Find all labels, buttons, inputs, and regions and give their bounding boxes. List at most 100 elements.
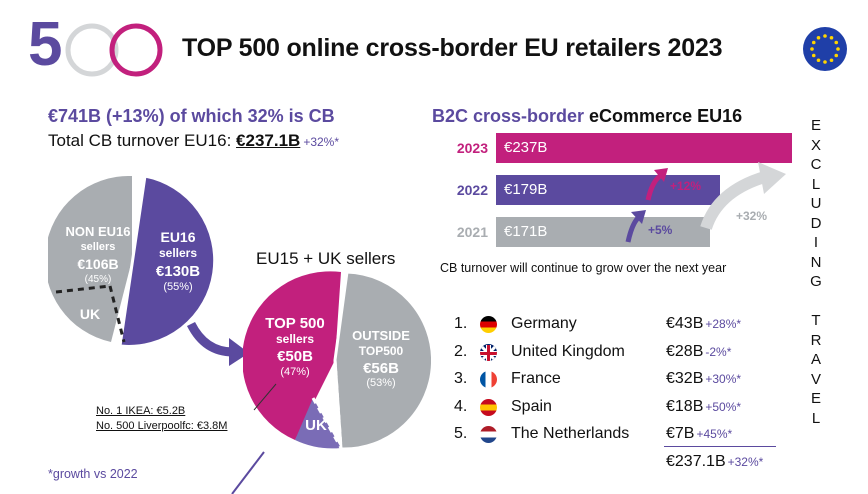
logo-digit: 5 — [28, 10, 63, 79]
market-headline: €741B (+13%) of which 32% is CB — [48, 106, 335, 126]
bar-2021: €171B — [496, 217, 710, 247]
eu-star — [834, 53, 839, 58]
pie2-outside-value: €56B — [363, 360, 399, 377]
rank-number: 2. — [454, 342, 468, 360]
rank-number: 1. — [454, 315, 468, 332]
country-name: United Kingdom — [511, 342, 625, 360]
pie2-top500-value: €50B — [277, 348, 313, 365]
arrow-plus32-icon — [700, 170, 770, 231]
vertical-letter: C — [810, 156, 822, 173]
eu-star — [811, 40, 816, 45]
vertical-letter: T — [811, 312, 821, 329]
logo-rings-icon — [65, 23, 163, 77]
pie-eu16: NON EU16 sellers €106B (45%) UK EU16 sel… — [48, 174, 217, 348]
vertical-letter: U — [810, 195, 822, 212]
growth-label-5: +5% — [648, 223, 673, 237]
country-row: 3. France €32B +30%* — [0, 365, 868, 392]
country-row: 5. The Netherlands €7B +45%* — [0, 420, 868, 447]
growth-label-32: +32% — [736, 209, 767, 223]
pie2-outside-label: OUTSIDE — [352, 328, 410, 343]
ikea-leader-line — [253, 383, 277, 411]
eu-flag-icon — [803, 27, 847, 71]
germany-flag-icon — [480, 316, 497, 333]
country-value: €18B +50%* — [666, 393, 741, 421]
eu-star — [829, 58, 834, 63]
pie2-top500-label: TOP 500 — [265, 315, 325, 332]
bottom-pointer-line — [231, 451, 265, 494]
b2c-forecast-note: CB turnover will continue to grow over t… — [440, 261, 727, 275]
growth-footnote: *growth vs 2022 — [48, 467, 138, 481]
country-turnover: €28B — [666, 342, 704, 360]
bar-year-2023: 2023 — [456, 140, 488, 156]
ikea-line-2: No. 500 Liverpoolfc: €3.8M — [96, 420, 228, 432]
country-turnover: €7B — [666, 425, 695, 442]
country-growth: +30%* — [705, 372, 742, 386]
b2c-title-part2: eCommerce EU16 — [589, 106, 743, 126]
vertical-letter: E — [810, 390, 821, 407]
eu-star — [823, 34, 827, 38]
vertical-letter: X — [810, 136, 821, 154]
vertical-letter: G — [810, 273, 822, 290]
vertical-letter: R — [810, 331, 822, 349]
cb-turnover-prefix: Total CB turnover EU16: — [48, 131, 237, 150]
eu-star — [816, 35, 821, 40]
vertical-letter — [802, 292, 830, 312]
pie-link-arrow-icon — [186, 321, 249, 366]
arrow-plus12-icon — [645, 174, 662, 201]
bar-year-2021: 2021 — [456, 224, 488, 240]
country-name: France — [511, 370, 561, 387]
b2c-bar-chart: 2023 €237B 2022 €179B 2021 €171B — [432, 132, 792, 252]
pie2-top500-sub: sellers — [276, 332, 314, 346]
total-growth: +32%* — [727, 455, 764, 469]
country-name: Germany — [511, 315, 577, 332]
rank-number: 3. — [454, 370, 468, 387]
uk-flag-icon — [480, 343, 497, 361]
pie1-eu16-value: €130B — [156, 263, 200, 280]
country-ranking-table: 1. Germany €43B +28%* 2. United Kingdom €28B -2… — [0, 310, 868, 490]
vertical-letter: A — [810, 351, 821, 368]
eu-star — [823, 60, 827, 64]
bar-2023: €237B — [496, 133, 792, 163]
country-name: Spain — [511, 397, 552, 415]
pie1-eu16-sub: sellers — [159, 246, 197, 260]
pie-eu15-uk: TOP 500 sellers €50B (47%) OUTSIDE TOP50… — [243, 270, 431, 451]
country-value: €28B -2%* — [666, 338, 731, 366]
pie1-uk-label: UK — [80, 306, 100, 322]
eu-star — [829, 35, 834, 40]
country-turnover: €43B — [666, 315, 704, 332]
vertical-letter: N — [810, 253, 822, 271]
pie-slice-non-eu16 — [48, 175, 132, 342]
eu15-uk-label: EU15 + UK sellers — [256, 249, 396, 268]
eu-stars — [810, 34, 840, 64]
eu-star — [810, 47, 814, 51]
ikea-line-1: No. 1 IKEA: €5.2B — [96, 405, 186, 417]
pie2-top500-share: (47%) — [280, 366, 309, 378]
eu-star — [811, 53, 816, 58]
france-flag-icon — [480, 371, 497, 388]
pie1-non-eu16-label: NON EU16 — [65, 224, 130, 239]
pie-slice-outside — [333, 270, 431, 451]
country-turnover: €18B — [666, 397, 704, 415]
country-row: 4. Spain €18B +50%* — [0, 393, 868, 420]
pie-slice-top500 — [243, 271, 341, 440]
vertical-letter: L — [811, 175, 821, 193]
arrow-plus5-icon — [625, 216, 640, 243]
eu-star — [834, 40, 839, 45]
bar-year-2022: 2022 — [456, 182, 488, 198]
vertical-letter: I — [813, 234, 819, 251]
pie-slice-uk — [295, 398, 341, 449]
growth-label-12: +12% — [670, 179, 701, 193]
rank-number: 4. — [454, 397, 468, 415]
rank-number: 5. — [454, 425, 468, 442]
pie1-non-eu16-sub: sellers — [81, 241, 116, 253]
spain-flag-icon — [480, 398, 497, 416]
country-growth: -2%* — [705, 344, 732, 359]
vertical-letter: L — [811, 409, 821, 427]
country-name: The Netherlands — [511, 425, 630, 442]
eu-star — [836, 47, 840, 51]
cb-turnover-value: €237.1B — [236, 131, 301, 150]
pie-slice-eu16 — [118, 174, 217, 348]
growth-arrows: +12% +5% +32% — [625, 162, 786, 243]
country-value: €32B +30%* — [666, 365, 741, 393]
